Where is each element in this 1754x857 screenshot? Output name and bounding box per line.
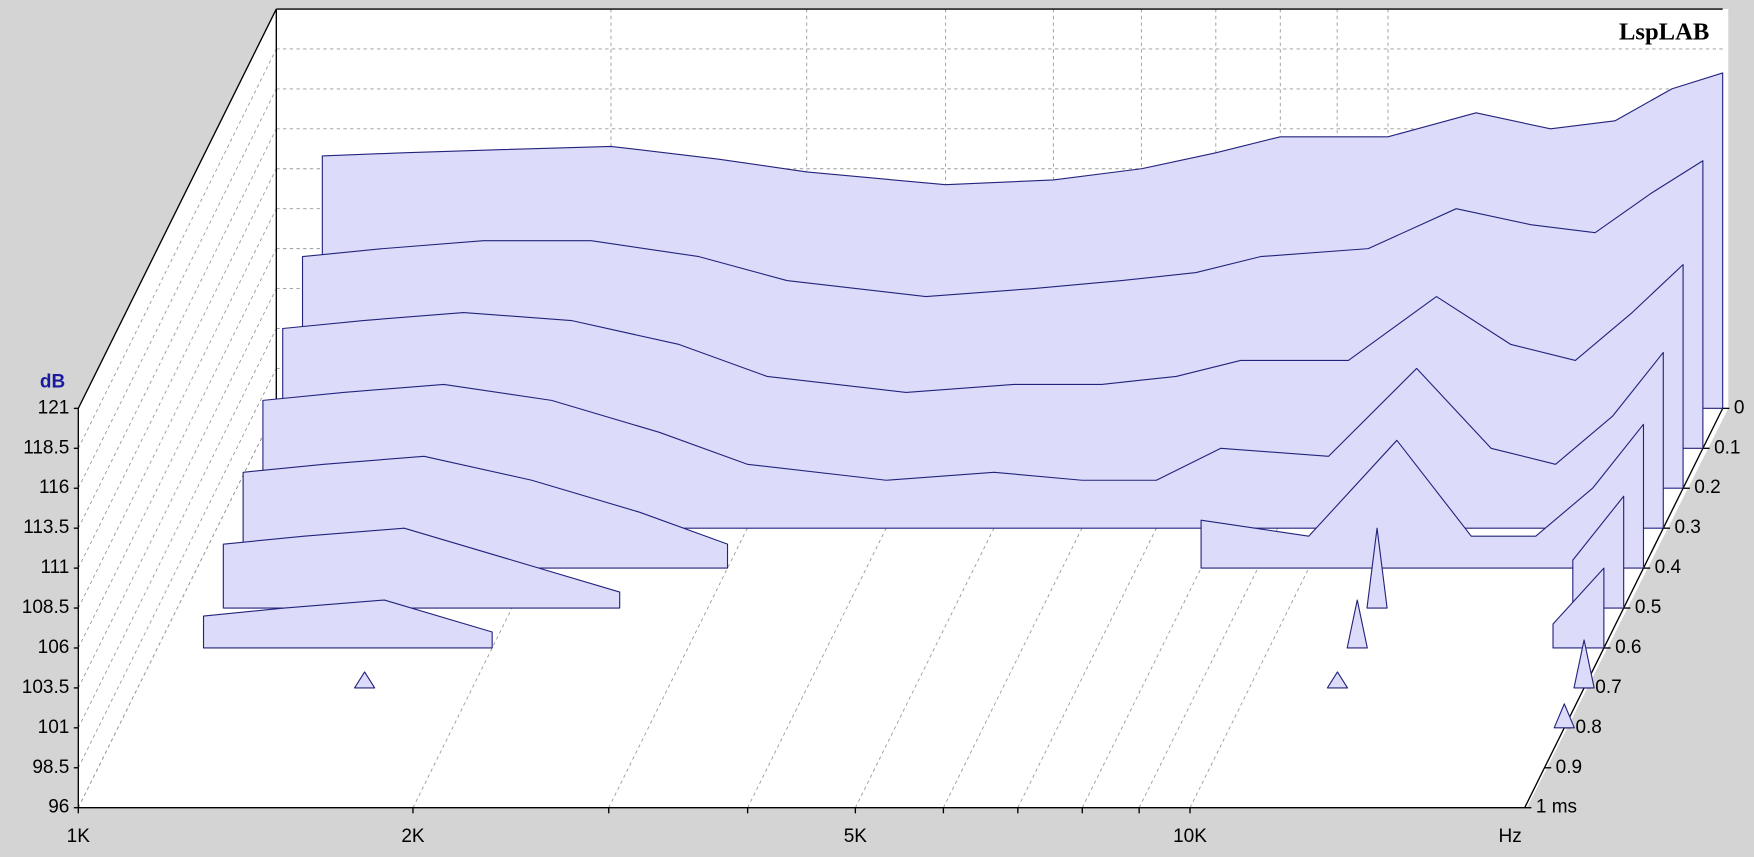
slice bbox=[1200, 423, 1645, 569]
grid-line bbox=[77, 288, 277, 689]
z-tick-label: 0.6 bbox=[1615, 637, 1641, 658]
slice bbox=[1366, 527, 1388, 609]
y-tick-label: 121 bbox=[38, 397, 70, 418]
x-tick-label: 1K bbox=[67, 826, 91, 847]
y-tick-label: 103.5 bbox=[22, 677, 70, 698]
z-tick-label: 0.5 bbox=[1635, 597, 1661, 618]
grid-line bbox=[77, 168, 277, 569]
z-tick-label: 0.3 bbox=[1674, 517, 1700, 538]
slice bbox=[353, 671, 376, 689]
x-tick-label: 5K bbox=[844, 826, 868, 847]
slice bbox=[1553, 703, 1575, 729]
grid-line bbox=[77, 328, 277, 729]
y-tick-label: 116 bbox=[39, 477, 69, 498]
grid-line bbox=[77, 208, 277, 609]
y-tick-label: 101 bbox=[38, 717, 70, 738]
z-tick-label: 0.9 bbox=[1556, 757, 1582, 778]
grid-line bbox=[77, 88, 277, 489]
x-tick-label: 10K bbox=[1173, 826, 1207, 847]
slice bbox=[1346, 599, 1368, 649]
z-tick-label: 0.7 bbox=[1595, 677, 1621, 698]
axis-line bbox=[77, 8, 277, 409]
slice bbox=[1573, 639, 1595, 689]
x-axis-label: Hz bbox=[1499, 826, 1522, 847]
slice bbox=[222, 527, 621, 609]
slice bbox=[1572, 495, 1625, 609]
slice bbox=[1552, 567, 1605, 649]
y-tick-label: 98.5 bbox=[32, 757, 69, 778]
y-axis-label: dB bbox=[40, 372, 65, 393]
y-tick-label: 96 bbox=[48, 797, 69, 818]
y-tick-label: 111 bbox=[40, 557, 69, 578]
grid-line bbox=[77, 248, 277, 649]
slice bbox=[202, 599, 493, 649]
chart-title: LspLAB bbox=[1619, 18, 1709, 45]
z-tick-label: 0.4 bbox=[1655, 557, 1682, 578]
z-tick-label: 0.1 bbox=[1714, 437, 1740, 458]
z-tick-label: 0.8 bbox=[1575, 717, 1601, 738]
grid-line bbox=[77, 128, 277, 529]
grid-line bbox=[77, 368, 277, 768]
y-tick-label: 106 bbox=[38, 637, 70, 658]
z-tick-label: 0.2 bbox=[1694, 477, 1720, 498]
y-tick-label: 118.5 bbox=[23, 437, 69, 458]
slice bbox=[1326, 671, 1349, 689]
z-tick-label: 1 ms bbox=[1536, 797, 1577, 818]
y-tick-label: 108.5 bbox=[22, 597, 70, 618]
grid-line bbox=[77, 48, 277, 449]
slice bbox=[262, 351, 1664, 529]
y-tick-label: 113.5 bbox=[23, 517, 69, 538]
x-tick-label: 2K bbox=[401, 826, 425, 847]
z-tick-label: 0 bbox=[1734, 397, 1745, 418]
